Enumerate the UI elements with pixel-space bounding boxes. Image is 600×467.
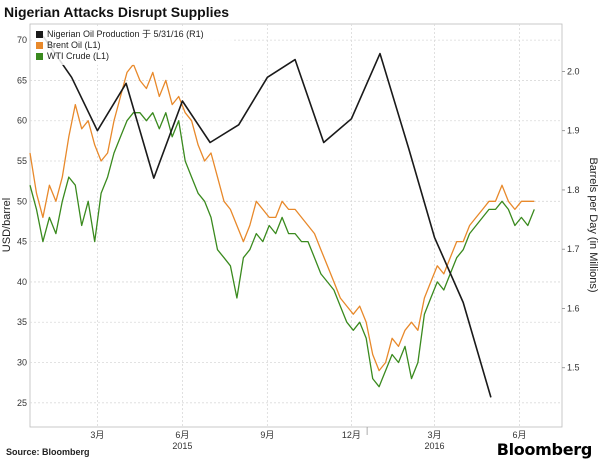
brand-logo: Bloomberg	[496, 440, 593, 459]
axis-ticks: 25 30 35 40 45 50 55 60 65 70 1.5 1.6 1.7 1.8 1.9 2.0 3月…	[17, 35, 580, 451]
x-year-label: 2015	[172, 441, 192, 451]
y-left-tick-label: 70	[17, 35, 27, 45]
y-right-tick-label: 2.0	[567, 66, 580, 76]
y-axis-left-title: USD/barrel	[1, 198, 13, 252]
x-tick-label: 6月	[175, 430, 189, 440]
y-left-tick-label: 30	[17, 358, 27, 368]
x-tick-label: 9月	[260, 430, 274, 440]
y-right-tick-label: 1.8	[567, 185, 580, 195]
legend-label: WTI Crude (L1)	[47, 51, 109, 61]
y-left-tick-label: 40	[17, 277, 27, 287]
y-left-tick-label: 50	[17, 196, 27, 206]
legend-swatch	[36, 53, 43, 60]
legend-swatch	[36, 42, 43, 49]
legend-label: Nigerian Oil Production 于 5/31/16 (R1)	[47, 29, 204, 39]
y-axis-right-title: Barrels per Day (in Millions)	[587, 157, 599, 292]
x-tick-label: 6月	[513, 430, 527, 440]
source-note: Source: Bloomberg	[6, 447, 90, 457]
x-year-label: 2016	[425, 441, 445, 451]
y-right-tick-label: 1.9	[567, 126, 580, 136]
legend: Nigerian Oil Production 于 5/31/16 (R1)Br…	[33, 27, 233, 65]
series-line-0	[42, 35, 492, 398]
y-right-tick-label: 1.7	[567, 244, 580, 254]
y-right-tick-label: 1.5	[567, 363, 580, 373]
legend-swatch	[36, 31, 43, 38]
y-left-tick-label: 35	[17, 317, 27, 327]
y-left-tick-label: 25	[17, 398, 27, 408]
y-left-tick-label: 55	[17, 156, 27, 166]
x-tick-label: 3月	[428, 430, 442, 440]
x-tick-label: 3月	[90, 430, 104, 440]
plot-area	[29, 23, 563, 428]
series-line-1	[29, 63, 535, 372]
y-left-tick-label: 65	[17, 75, 27, 85]
x-tick-label: 12月	[342, 430, 361, 440]
y-left-tick-label: 45	[17, 237, 27, 247]
y-right-tick-label: 1.6	[567, 303, 580, 313]
legend-box	[33, 27, 233, 65]
series-lines	[29, 35, 535, 398]
chart-title: Nigerian Attacks Disrupt Supplies	[4, 4, 230, 20]
legend-label: Brent Oil (L1)	[47, 40, 101, 50]
y-left-tick-label: 60	[17, 116, 27, 126]
